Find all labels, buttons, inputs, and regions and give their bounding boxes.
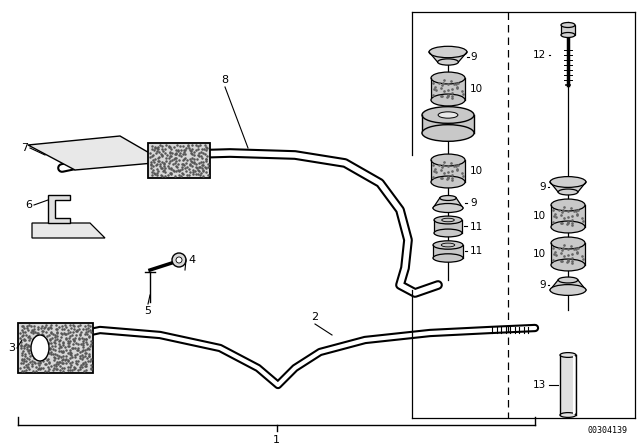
Polygon shape — [429, 52, 467, 62]
Circle shape — [172, 253, 186, 267]
Text: 2: 2 — [312, 312, 319, 322]
Text: 3: 3 — [8, 343, 15, 353]
Ellipse shape — [561, 33, 575, 38]
Ellipse shape — [560, 413, 576, 418]
Text: 10: 10 — [470, 84, 483, 94]
Ellipse shape — [433, 241, 463, 249]
Polygon shape — [433, 198, 463, 208]
Ellipse shape — [551, 259, 585, 271]
Bar — [18, 323, 93, 373]
Ellipse shape — [558, 189, 578, 195]
Bar — [561, 25, 575, 35]
Polygon shape — [550, 280, 586, 290]
Bar — [560, 355, 576, 415]
Ellipse shape — [561, 22, 575, 27]
Ellipse shape — [551, 221, 585, 233]
Ellipse shape — [422, 107, 474, 123]
Text: 13: 13 — [532, 380, 546, 390]
Ellipse shape — [431, 154, 465, 166]
Bar — [148, 143, 210, 178]
Bar — [434, 220, 462, 233]
Text: 12: 12 — [532, 50, 546, 60]
Ellipse shape — [433, 254, 463, 262]
Ellipse shape — [551, 199, 585, 211]
Text: 8: 8 — [221, 75, 228, 85]
Polygon shape — [28, 136, 165, 170]
Ellipse shape — [431, 94, 465, 106]
Ellipse shape — [551, 237, 585, 249]
Bar — [422, 115, 474, 133]
Text: 1: 1 — [273, 435, 280, 445]
Polygon shape — [550, 182, 586, 192]
Ellipse shape — [550, 284, 586, 295]
Ellipse shape — [431, 72, 465, 84]
Ellipse shape — [560, 353, 576, 358]
Ellipse shape — [438, 112, 458, 118]
Ellipse shape — [422, 125, 474, 141]
Ellipse shape — [434, 229, 462, 237]
Bar — [431, 78, 465, 100]
Text: 10: 10 — [533, 249, 546, 259]
Text: 5: 5 — [145, 306, 152, 316]
Bar — [551, 205, 585, 227]
Ellipse shape — [440, 195, 456, 200]
Text: 9: 9 — [470, 52, 477, 62]
Text: 4: 4 — [188, 255, 195, 265]
Ellipse shape — [429, 46, 467, 58]
Bar — [433, 245, 463, 258]
Bar — [551, 243, 585, 265]
Text: 11: 11 — [470, 246, 483, 257]
Circle shape — [176, 257, 182, 263]
Text: 9: 9 — [470, 198, 477, 208]
Ellipse shape — [433, 203, 463, 212]
Text: 6: 6 — [25, 200, 32, 210]
Polygon shape — [48, 195, 70, 223]
Text: 9: 9 — [540, 280, 546, 290]
Polygon shape — [32, 223, 105, 238]
Ellipse shape — [438, 59, 458, 65]
Ellipse shape — [431, 176, 465, 188]
Text: 11: 11 — [470, 221, 483, 232]
Ellipse shape — [31, 335, 49, 361]
Text: 10: 10 — [470, 166, 483, 176]
Ellipse shape — [550, 177, 586, 187]
Text: 9: 9 — [540, 182, 546, 192]
Text: 00304139: 00304139 — [588, 426, 628, 435]
Ellipse shape — [434, 216, 462, 224]
Ellipse shape — [558, 277, 578, 283]
Text: 7: 7 — [21, 143, 28, 153]
Bar — [431, 160, 465, 182]
Text: 10: 10 — [533, 211, 546, 221]
